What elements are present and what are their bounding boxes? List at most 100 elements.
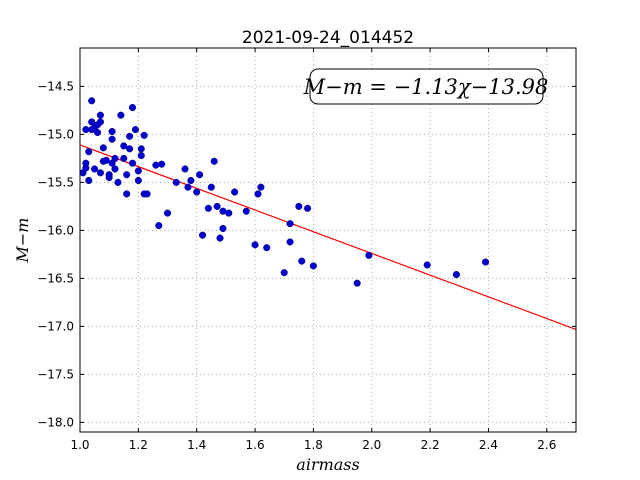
x-tick-label: 2.2	[421, 438, 440, 452]
plot-area-frame	[79, 47, 577, 433]
data-point	[134, 167, 142, 175]
data-point	[123, 171, 131, 179]
x-tick-label: 2.4	[479, 438, 498, 452]
data-point	[88, 97, 96, 105]
data-point	[85, 148, 93, 156]
data-point	[108, 135, 116, 143]
data-point	[309, 262, 317, 270]
data-point	[251, 241, 259, 249]
data-point	[198, 231, 207, 239]
data-point	[140, 131, 148, 139]
data-point	[152, 161, 160, 169]
data-point	[88, 118, 96, 126]
data-point	[181, 165, 189, 173]
data-point	[207, 183, 215, 191]
y-tick-label: −15.0	[37, 127, 74, 141]
data-point	[114, 178, 122, 186]
data-point	[353, 279, 361, 287]
data-point	[231, 188, 239, 196]
x-tick-label: 1.2	[129, 438, 148, 452]
y-tick-label: −14.5	[37, 79, 74, 93]
x-tick-label: 1.8	[304, 438, 323, 452]
data-point	[295, 202, 303, 210]
x-tick-label: 2.0	[362, 438, 381, 452]
y-tick-label: −16.0	[37, 223, 74, 237]
data-point	[184, 183, 192, 191]
data-point	[482, 258, 490, 266]
chart-title: 2021-09-24_014452	[242, 28, 414, 48]
data-point	[143, 190, 151, 198]
data-point	[193, 188, 201, 196]
x-tick-label: 1.6	[246, 438, 265, 452]
data-point	[172, 178, 180, 186]
data-point	[111, 154, 119, 162]
data-point	[108, 127, 116, 136]
data-point	[196, 171, 204, 179]
data-point	[93, 128, 102, 137]
data-point	[126, 132, 134, 140]
grid-lines	[79, 48, 576, 432]
data-point	[123, 190, 131, 198]
x-tick-label: 1.4	[187, 438, 206, 452]
data-point	[219, 224, 227, 233]
data-point	[155, 222, 163, 230]
data-point	[242, 207, 250, 215]
data-point	[423, 261, 431, 269]
equation-annotation: M−m = −1.13χ−13.98	[303, 68, 549, 105]
data-point	[225, 209, 233, 217]
data-point	[96, 111, 104, 119]
data-point	[134, 176, 142, 185]
data-points	[79, 97, 490, 287]
data-point	[102, 156, 110, 164]
data-point	[280, 269, 288, 277]
y-axis-label: M−m	[13, 218, 32, 264]
data-point	[204, 204, 212, 212]
y-tick-label: −15.5	[37, 175, 74, 189]
x-tick-label: 1.0	[70, 438, 89, 452]
fit-line-layer	[79, 144, 577, 330]
data-point	[304, 204, 312, 212]
data-point	[128, 103, 137, 112]
data-point	[137, 151, 145, 160]
data-point	[263, 244, 271, 252]
y-tick-label: −17.5	[37, 367, 74, 381]
data-point	[298, 257, 306, 265]
data-point	[96, 169, 104, 177]
data-point	[111, 165, 119, 173]
data-point	[117, 111, 125, 119]
data-point	[452, 271, 460, 279]
data-point	[213, 202, 221, 210]
data-point	[257, 183, 265, 191]
data-point	[365, 251, 373, 259]
data-point	[105, 171, 113, 179]
y-tick-label: −16.5	[37, 271, 74, 285]
data-point	[85, 176, 93, 185]
data-point	[137, 145, 145, 153]
data-point	[158, 160, 166, 168]
data-point	[210, 157, 218, 165]
x-axis-label: airmass	[296, 455, 359, 474]
data-point	[91, 165, 99, 173]
data-point	[126, 145, 134, 153]
data-point	[128, 159, 137, 167]
data-point	[216, 234, 224, 242]
equation-box	[309, 68, 544, 105]
data-point	[99, 144, 107, 152]
data-point	[131, 126, 139, 134]
y-tick-label: −17.0	[37, 319, 74, 333]
axis-ticks: 1.0 1.2 1.4 1.6 1.8 2.0 2.2 2.4 2.6 −14.5 −15.0 −15…	[37, 48, 576, 452]
data-point	[120, 142, 128, 150]
data-point	[96, 118, 104, 126]
data-point	[187, 176, 195, 185]
data-point	[254, 190, 262, 198]
data-point	[82, 164, 90, 172]
data-point	[163, 209, 172, 217]
y-tick-label: −18.0	[37, 415, 74, 429]
data-point	[286, 220, 294, 228]
data-point	[120, 154, 128, 162]
x-tick-label: 2.6	[537, 438, 556, 452]
fit-line	[79, 144, 577, 330]
equation-text: M−m = −1.13χ−13.98	[303, 75, 549, 99]
data-point	[286, 238, 294, 246]
